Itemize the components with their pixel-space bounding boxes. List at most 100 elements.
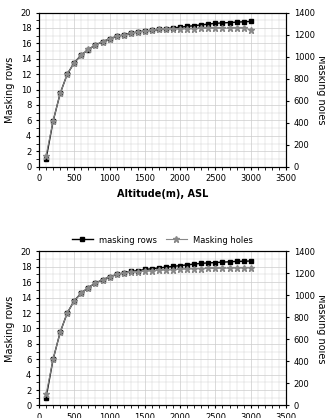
masking rows [122, 32, 126, 37]
Masking holes [86, 47, 90, 52]
masking rows [206, 260, 210, 265]
masking rows [143, 28, 147, 33]
Masking holes [235, 265, 239, 270]
masking rows [192, 23, 196, 28]
masking rows [199, 261, 203, 266]
masking rows [94, 280, 98, 285]
Masking holes [65, 71, 69, 76]
masking rows [199, 22, 203, 27]
Y-axis label: Masking holes: Masking holes [316, 294, 325, 363]
masking rows [100, 278, 104, 283]
masking rows [86, 285, 90, 290]
masking rows [192, 262, 196, 267]
masking rows [115, 272, 119, 277]
Masking holes [171, 26, 175, 31]
Masking holes [178, 267, 182, 272]
Line: Masking holes: Masking holes [43, 264, 254, 398]
masking rows [72, 60, 76, 65]
Y-axis label: Masking rows: Masking rows [5, 295, 15, 362]
masking rows [235, 259, 239, 264]
Masking holes [72, 298, 76, 303]
Y-axis label: Masking rows: Masking rows [5, 56, 15, 123]
Masking holes [122, 270, 126, 275]
Masking holes [242, 25, 246, 31]
masking rows [185, 263, 189, 268]
masking rows [242, 19, 246, 24]
Masking holes [157, 268, 161, 273]
masking rows [51, 357, 55, 362]
Masking holes [136, 269, 140, 274]
masking rows [122, 270, 126, 275]
masking rows [72, 298, 76, 303]
Masking holes [227, 25, 231, 31]
Masking holes [206, 266, 210, 271]
Masking holes [79, 52, 83, 57]
Masking holes [206, 26, 210, 31]
masking rows [206, 22, 210, 27]
Masking holes [86, 285, 90, 290]
Masking holes [94, 43, 98, 48]
Masking holes [58, 330, 62, 335]
masking rows [227, 20, 231, 25]
Masking holes [108, 274, 111, 279]
masking rows [129, 269, 133, 274]
Masking holes [178, 26, 182, 31]
masking rows [115, 34, 119, 39]
masking rows [227, 259, 231, 264]
Text: (c): (c) [155, 256, 170, 266]
masking rows [108, 274, 111, 279]
Masking holes [58, 91, 62, 96]
Masking holes [51, 118, 55, 123]
Masking holes [94, 280, 98, 285]
Line: Masking holes: Masking holes [43, 25, 254, 159]
Masking holes [136, 30, 140, 35]
Masking holes [108, 36, 111, 41]
Masking holes [100, 39, 104, 44]
Line: masking rows: masking rows [44, 259, 253, 400]
masking rows [65, 311, 69, 316]
X-axis label: Altitude(m), ASL: Altitude(m), ASL [117, 189, 208, 199]
Legend: masking rows, Masking holes: masking rows, Masking holes [72, 235, 253, 245]
Masking holes [199, 266, 203, 271]
masking rows [108, 36, 111, 41]
Masking holes [122, 32, 126, 37]
masking rows [249, 258, 253, 263]
Masking holes [115, 34, 119, 39]
Masking holes [185, 26, 189, 31]
masking rows [94, 42, 98, 47]
masking rows [221, 260, 225, 265]
Masking holes [72, 60, 76, 65]
masking rows [235, 20, 239, 25]
masking rows [221, 20, 225, 25]
Masking holes [249, 27, 253, 32]
masking rows [157, 265, 161, 270]
Masking holes [157, 27, 161, 32]
masking rows [129, 31, 133, 36]
Masking holes [164, 268, 168, 273]
masking rows [178, 25, 182, 30]
Masking holes [100, 278, 104, 283]
masking rows [44, 156, 48, 161]
Masking holes [235, 25, 239, 31]
masking rows [249, 19, 253, 24]
Masking holes [115, 272, 119, 277]
masking rows [242, 259, 246, 264]
masking rows [164, 26, 168, 31]
masking rows [178, 263, 182, 268]
masking rows [214, 260, 217, 265]
Masking holes [214, 266, 217, 271]
Masking holes [185, 267, 189, 272]
masking rows [150, 266, 154, 271]
Masking holes [221, 26, 225, 31]
masking rows [65, 71, 69, 76]
masking rows [58, 91, 62, 96]
Masking holes [249, 265, 253, 270]
Y-axis label: Masking holes: Masking holes [316, 55, 325, 124]
Masking holes [242, 265, 246, 270]
Masking holes [65, 311, 69, 316]
masking rows [143, 267, 147, 272]
Masking holes [199, 26, 203, 31]
Line: masking rows: masking rows [44, 19, 253, 161]
masking rows [214, 21, 217, 26]
masking rows [136, 29, 140, 34]
